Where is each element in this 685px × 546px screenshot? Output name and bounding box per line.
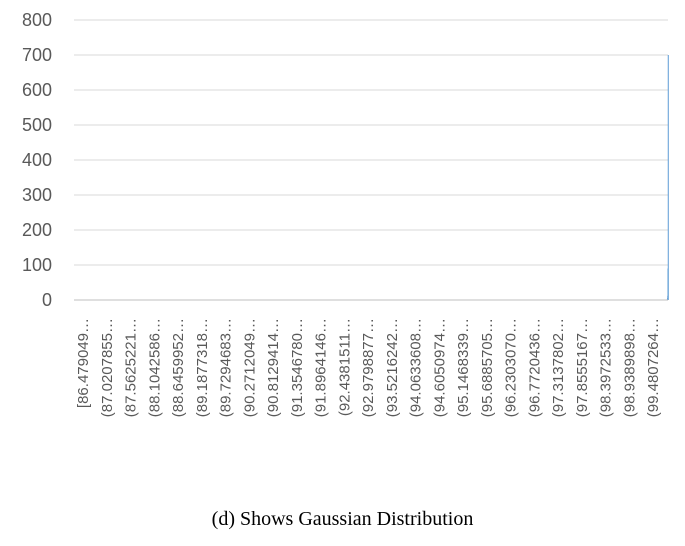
y-tick-label: 400 <box>22 150 52 170</box>
x-tick-label: (91.3546780… <box>289 318 306 417</box>
x-tick-label: (99.4807264… <box>645 318 662 417</box>
bars <box>666 55 669 300</box>
y-tick-label: 500 <box>22 115 52 135</box>
x-tick-label: (97.3137802… <box>550 318 567 417</box>
bar <box>667 55 669 300</box>
x-tick-label: (95.6885705… <box>479 318 496 417</box>
x-tick-label: (96.2303070… <box>503 318 520 417</box>
x-tick-label: (90.8129414… <box>265 318 282 417</box>
x-tick-label: (98.9389898… <box>621 318 638 417</box>
gridlines <box>74 19 668 266</box>
x-tick-label: (93.5216242… <box>384 318 401 417</box>
figure-caption: (d) Shows Gaussian Distribution <box>211 508 474 530</box>
x-tick-label: (92.4381511… <box>336 318 353 416</box>
x-tick-label: (90.2712049… <box>241 318 258 417</box>
y-tick-label: 0 <box>42 290 52 310</box>
x-tick-label: (88.1042586… <box>146 318 163 417</box>
y-tick-label: 200 <box>22 220 52 240</box>
x-tick-label: (95.1468339… <box>455 318 472 417</box>
y-tick-label: 600 <box>22 80 52 100</box>
y-tick-label: 700 <box>22 45 52 65</box>
x-tick-label: (94.0633608… <box>408 318 425 417</box>
x-tick-label: (94.6050974… <box>431 318 448 417</box>
x-tick-label: [86.479049… <box>75 318 92 408</box>
x-tick-label: (89.7294683… <box>218 318 235 417</box>
x-tick-label: (91.8964146… <box>313 318 330 417</box>
y-tick-label: 300 <box>22 185 52 205</box>
x-axis-tick-labels: [86.479049… (87.0207855… (87.5625221… (88.1… <box>75 318 662 417</box>
x-tick-label: (89.1877318… <box>194 318 211 417</box>
x-tick-label: (88.6459952… <box>170 318 187 417</box>
histogram-chart: 0 100 200 300 400 500 600 700 800 [86.479049… (87… <box>22 10 669 417</box>
x-tick-label: (97.8555167… <box>574 318 591 417</box>
x-tick-label: (96.7720436… <box>526 318 543 417</box>
x-tick-label: (87.5625221… <box>123 318 140 417</box>
y-tick-label: 800 <box>22 10 52 30</box>
x-tick-label: (98.3972533… <box>598 318 615 417</box>
x-tick-label: (87.0207855… <box>99 318 116 417</box>
y-tick-label: 100 <box>22 255 52 275</box>
y-axis-tick-labels: 0 100 200 300 400 500 600 700 800 <box>22 10 52 310</box>
x-tick-label: (92.9798877… <box>360 318 377 417</box>
